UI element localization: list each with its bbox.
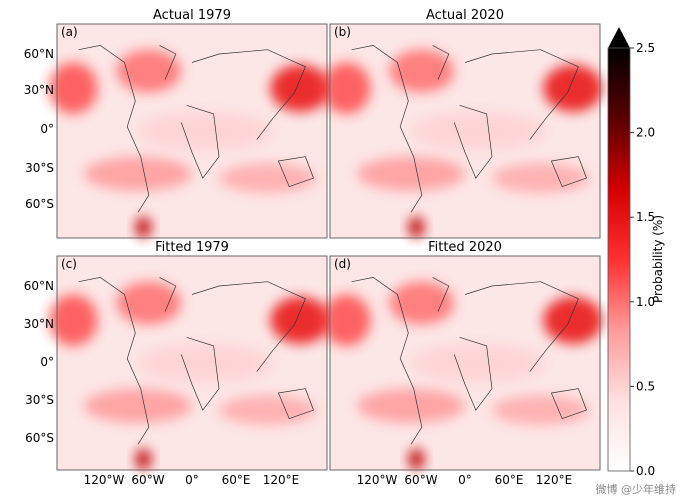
watermark: 微博 @少年维持 bbox=[595, 483, 677, 496]
probability-hotspot bbox=[408, 216, 425, 238]
panel-c: Fitted 1979 (c) bbox=[48, 240, 330, 471]
y-tick-label: 60°N bbox=[24, 279, 54, 293]
panel-b-field bbox=[321, 24, 603, 238]
panel-d-letter: (d) bbox=[334, 257, 351, 271]
probability-hotspot bbox=[135, 216, 152, 238]
probability-hotspot bbox=[116, 281, 182, 325]
probability-hotspot bbox=[321, 294, 371, 346]
panel-c-letter: (c) bbox=[61, 257, 77, 271]
x-axis-left: 120°W 60°W 0° 60°E 120°E bbox=[84, 473, 300, 487]
colorbar-ticks: 0.0 0.5 1.0 1.5 2.0 2.5 bbox=[630, 41, 655, 478]
probability-hotspot bbox=[357, 156, 465, 191]
panel-b-frame bbox=[329, 23, 601, 239]
probability-hotspot bbox=[357, 388, 465, 423]
probability-hotspot bbox=[389, 49, 455, 93]
probability-hotspot bbox=[321, 62, 371, 114]
colorbar-tick-label: 0.0 bbox=[636, 464, 655, 478]
y-tick-label: 30°N bbox=[24, 83, 54, 97]
panel-c-frame bbox=[56, 255, 328, 471]
panel-b-letter: (b) bbox=[334, 25, 351, 39]
probability-hotspot bbox=[270, 296, 330, 344]
probability-hotspot bbox=[411, 343, 546, 383]
probability-hotspot bbox=[84, 388, 192, 423]
panel-a-frame bbox=[56, 23, 328, 239]
probability-hotspot bbox=[270, 64, 330, 112]
y-tick-label: 60°N bbox=[24, 47, 54, 61]
x-tick-label: 120°E bbox=[536, 473, 573, 487]
panel-a: Actual 1979 (a) bbox=[48, 8, 330, 239]
panel-c-title: Fitted 1979 bbox=[155, 240, 229, 255]
colorbar-label: Probability (%) bbox=[651, 215, 665, 303]
probability-hotspot bbox=[543, 296, 603, 344]
colorbar-bar bbox=[607, 47, 631, 472]
x-tick-label: 120°E bbox=[263, 473, 300, 487]
probability-hotspot bbox=[135, 448, 152, 470]
panel-a-field bbox=[48, 24, 330, 238]
x-tick-label: 120°W bbox=[84, 473, 125, 487]
panel-a-title: Actual 1979 bbox=[153, 8, 231, 23]
coastline bbox=[351, 277, 587, 445]
y-tick-label: 60°S bbox=[25, 431, 54, 445]
y-axis-bottom: 60°N 30°N 0° 30°S 60°S bbox=[24, 279, 54, 445]
colorbar-tick-label: 0.5 bbox=[636, 379, 655, 393]
probability-hotspot bbox=[408, 448, 425, 470]
x-tick-label: 60°E bbox=[222, 473, 251, 487]
y-axis-top: 60°N 30°N 0° 30°S 60°S bbox=[24, 47, 54, 211]
probability-hotspot bbox=[543, 64, 603, 112]
y-tick-label: 30°S bbox=[25, 393, 54, 407]
probability-hotspot bbox=[116, 49, 182, 93]
probability-hotspot bbox=[48, 294, 98, 346]
y-tick-label: 30°S bbox=[25, 161, 54, 175]
colorbar-tick-label: 1.5 bbox=[636, 210, 655, 224]
y-tick-label: 30°N bbox=[24, 317, 54, 331]
probability-hotspot bbox=[491, 395, 590, 426]
colorbar-tick-label: 2.0 bbox=[636, 126, 655, 140]
probability-hotspot bbox=[48, 62, 98, 114]
panel-d: Fitted 2020 (d) bbox=[321, 240, 603, 471]
x-tick-label: 60°W bbox=[131, 473, 164, 487]
x-axis-right: 120°W 60°W 0° 60°E 120°E bbox=[357, 473, 573, 487]
x-tick-label: 120°W bbox=[357, 473, 398, 487]
panel-c-field bbox=[48, 256, 330, 470]
coastline bbox=[351, 45, 587, 213]
panel-d-frame bbox=[329, 255, 601, 471]
probability-hotspot bbox=[219, 163, 317, 194]
probability-hotspot bbox=[411, 111, 546, 151]
probability-hotspot bbox=[389, 281, 455, 325]
colorbar-tick-label: 1.0 bbox=[636, 295, 655, 309]
x-tick-label: 60°E bbox=[495, 473, 524, 487]
panel-d-title: Fitted 2020 bbox=[428, 240, 502, 255]
colorbar-tick-label: 2.5 bbox=[636, 41, 655, 55]
y-tick-label: 0° bbox=[40, 122, 54, 136]
x-tick-label: 60°W bbox=[404, 473, 437, 487]
y-tick-label: 0° bbox=[40, 355, 54, 369]
panel-d-field bbox=[321, 256, 603, 470]
probability-hotspot bbox=[84, 156, 192, 191]
x-tick-label: 0° bbox=[458, 473, 472, 487]
x-tick-label: 0° bbox=[185, 473, 199, 487]
panel-b: Actual 2020 (b) bbox=[321, 8, 603, 239]
colorbar: 0.0 0.5 1.0 1.5 2.0 2.5 Probability (%) bbox=[607, 27, 665, 478]
panel-b-title: Actual 2020 bbox=[426, 8, 504, 23]
y-tick-label: 60°S bbox=[25, 197, 54, 211]
probability-hotspot bbox=[138, 343, 273, 383]
coastline bbox=[78, 277, 314, 445]
coastline bbox=[78, 45, 314, 213]
colorbar-extend-triangle bbox=[608, 27, 630, 48]
probability-hotspot bbox=[219, 395, 317, 426]
probability-hotspot bbox=[138, 111, 273, 151]
panel-a-letter: (a) bbox=[61, 25, 78, 39]
probability-hotspot bbox=[491, 163, 590, 194]
